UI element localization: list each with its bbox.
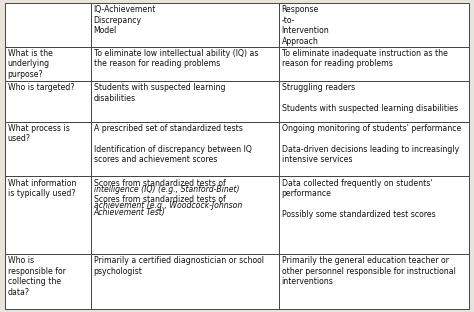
Text: Who is targeted?: Who is targeted? xyxy=(8,83,74,92)
Text: Scores from standardized tests of: Scores from standardized tests of xyxy=(93,195,225,204)
Bar xyxy=(91,122,279,177)
Bar xyxy=(5,122,91,177)
Text: Ongoing monitoring of students' performance

Data-driven decisions leading to in: Ongoing monitoring of students' performa… xyxy=(282,124,461,164)
Bar xyxy=(279,122,469,177)
Bar xyxy=(5,177,91,254)
Text: What is the
underlying
purpose?: What is the underlying purpose? xyxy=(8,49,53,79)
Text: To eliminate inadequate instruction as the
reason for reading problems: To eliminate inadequate instruction as t… xyxy=(282,49,447,68)
Bar xyxy=(5,3,91,46)
Bar xyxy=(279,46,469,81)
Text: achievement (e.g., Woodcock-Johnson: achievement (e.g., Woodcock-Johnson xyxy=(93,201,242,210)
Bar xyxy=(279,3,469,46)
Bar xyxy=(91,81,279,122)
Text: Primarily a certified diagnostician or school
psychologist: Primarily a certified diagnostician or s… xyxy=(93,256,264,276)
Bar xyxy=(279,177,469,254)
Text: intelligence (IQ) (e.g., Stanford-Binet): intelligence (IQ) (e.g., Stanford-Binet) xyxy=(93,185,239,194)
Bar xyxy=(5,81,91,122)
Bar xyxy=(5,46,91,81)
Text: Response
-to-
Intervention
Approach: Response -to- Intervention Approach xyxy=(282,5,329,46)
Text: Students with suspected learning
disabilities: Students with suspected learning disabil… xyxy=(93,83,225,103)
Bar xyxy=(91,254,279,309)
Bar xyxy=(91,46,279,81)
Bar xyxy=(279,254,469,309)
Text: Achievement Test): Achievement Test) xyxy=(93,208,165,217)
Bar xyxy=(279,81,469,122)
Text: Scores from standardized tests of: Scores from standardized tests of xyxy=(93,179,225,188)
Text: What process is
used?: What process is used? xyxy=(8,124,70,143)
Bar xyxy=(91,3,279,46)
Text: Data collected frequently on students'
performance

Possibly some standardized t: Data collected frequently on students' p… xyxy=(282,179,436,219)
Text: A prescribed set of standardized tests

Identification of discrepancy between IQ: A prescribed set of standardized tests I… xyxy=(93,124,251,164)
Bar xyxy=(91,177,279,254)
Text: Who is
responsible for
collecting the
data?: Who is responsible for collecting the da… xyxy=(8,256,65,296)
Bar xyxy=(5,254,91,309)
Text: Struggling readers

Students with suspected learning disabilities: Struggling readers Students with suspect… xyxy=(282,83,458,113)
Text: To eliminate low intellectual ability (IQ) as
the reason for reading problems: To eliminate low intellectual ability (I… xyxy=(93,49,258,68)
Text: Primarily the general education teacher or
other personnel responsible for instr: Primarily the general education teacher … xyxy=(282,256,456,286)
Text: What information
is typically used?: What information is typically used? xyxy=(8,179,76,198)
Text: IQ-Achievement
Discrepancy
Model: IQ-Achievement Discrepancy Model xyxy=(93,5,156,35)
